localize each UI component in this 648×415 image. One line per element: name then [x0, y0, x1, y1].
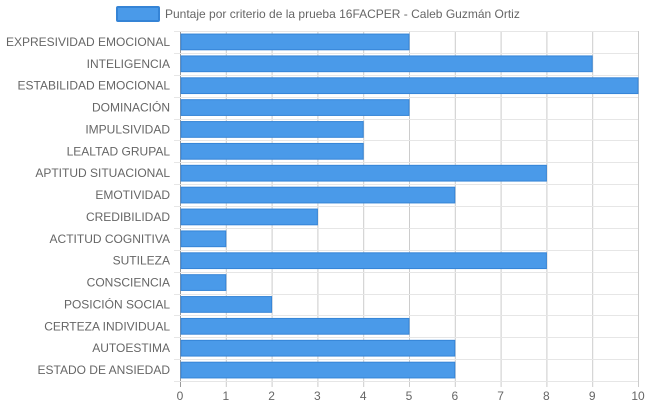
bar[interactable] — [180, 99, 410, 116]
category-label: ESTABILIDAD EMOCIONAL — [18, 79, 171, 93]
bars — [180, 33, 639, 379]
bar[interactable] — [180, 317, 410, 335]
legend-swatch — [116, 6, 160, 22]
bar[interactable] — [180, 186, 456, 204]
category-label: CREDIBILIDAD — [86, 210, 170, 224]
category-label: CONSCIENCIA — [87, 276, 170, 290]
x-tick-label: 3 — [314, 389, 321, 403]
bar[interactable] — [180, 252, 547, 270]
bar[interactable] — [180, 339, 456, 357]
bar[interactable] — [180, 296, 273, 313]
bar[interactable] — [180, 361, 456, 379]
category-label: DOMINACIÓN — [92, 100, 170, 115]
x-tick-label: 8 — [543, 389, 550, 403]
bar[interactable] — [180, 77, 639, 95]
bar[interactable] — [180, 274, 227, 291]
x-tick-label: 6 — [451, 389, 458, 403]
bar[interactable] — [180, 164, 547, 182]
category-label: POSICIÓN SOCIAL — [64, 296, 170, 311]
x-tick-label: 10 — [631, 389, 645, 403]
category-label: ACTITUD COGNITIVA — [50, 232, 170, 246]
bar[interactable] — [180, 208, 318, 226]
x-tick-label: 2 — [268, 389, 275, 403]
x-tick-label: 4 — [360, 389, 367, 403]
category-label: IMPULSIVIDAD — [85, 122, 170, 136]
x-tick-label: 5 — [406, 389, 413, 403]
chart-legend[interactable]: Puntaje por criterio de la prueba 16FACP… — [116, 6, 520, 22]
bar[interactable] — [180, 55, 593, 73]
category-label: LEALTAD GRUPAL — [67, 144, 171, 158]
bar[interactable] — [180, 142, 364, 160]
category-label: EXPRESIVIDAD EMOCIONAL — [6, 35, 170, 49]
bar[interactable] — [180, 230, 227, 248]
x-tick-label: 7 — [497, 389, 504, 403]
category-label: SUTILEZA — [113, 254, 170, 268]
x-axis-ticks: 0 1 2 3 4 5 6 7 8 9 10 — [177, 389, 645, 403]
bar[interactable] — [180, 121, 364, 138]
x-tick-label: 0 — [177, 389, 184, 403]
x-tick-label: 1 — [222, 389, 229, 403]
category-label: CERTEZA INDIVIDUAL — [44, 319, 170, 333]
category-label: AUTOESTIMA — [92, 341, 170, 355]
x-tick-label: 9 — [589, 389, 596, 403]
legend-label: Puntaje por criterio de la prueba 16FACP… — [165, 7, 520, 21]
category-label: APTITUD SITUACIONAL — [35, 166, 170, 180]
bar[interactable] — [180, 33, 410, 51]
category-labels: EXPRESIVIDAD EMOCIONAL INTELIGENCIA ESTABI… — [6, 35, 170, 377]
category-label: ESTADO DE ANSIEDAD — [38, 363, 171, 377]
category-label: EMOTIVIDAD — [95, 188, 170, 202]
category-label: INTELIGENCIA — [87, 57, 170, 71]
